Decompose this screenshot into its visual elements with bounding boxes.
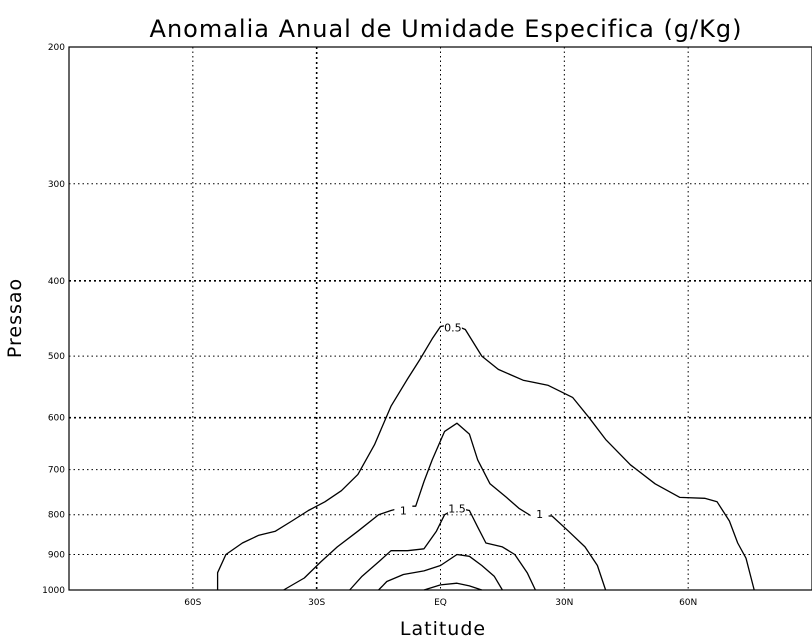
y-tick-label: 200 (48, 43, 65, 53)
y-tick-label: 500 (48, 352, 65, 362)
contour-line (378, 553, 503, 591)
contour-line (423, 582, 483, 591)
contour-label-background (530, 507, 549, 520)
contour-line (283, 422, 607, 591)
grid-layer (69, 47, 812, 590)
x-tick-label: 60N (679, 598, 697, 608)
y-tick-label: 800 (48, 511, 65, 521)
y-tick-label: 600 (48, 414, 65, 424)
x-tick-label: 30S (308, 598, 325, 608)
plot-frame (68, 46, 812, 591)
y-tick-label: 400 (48, 277, 65, 287)
contour-line (216, 323, 755, 591)
contour-label: 1 (400, 505, 407, 518)
contour-label-layer: 0.5 1 1 1.5 (394, 321, 549, 521)
x-tick-label: EQ (434, 598, 447, 608)
contour-label-background (443, 321, 462, 334)
contour-label-background (394, 504, 413, 517)
y-axis-title: Pressao (4, 278, 26, 358)
contour-label: 0.5 (444, 321, 462, 334)
x-tick-label: 60S (184, 598, 201, 608)
x-tick-label: 30N (555, 598, 573, 608)
contour-layer (216, 323, 755, 591)
tick-label-layer: 200 300 400 500 600 700 800 900 1000 60S 30S EQ 30N 6… (42, 43, 697, 608)
contour-label: 1.5 (448, 502, 466, 515)
y-tick-label: 700 (48, 466, 65, 476)
chart-title: Anomalia Anual de Umidade Especifica (g/… (150, 15, 743, 43)
contour-label-background (448, 502, 467, 515)
contour-line (349, 507, 536, 591)
x-axis-title: Latitude (400, 618, 486, 640)
y-tick-label: 900 (48, 550, 65, 560)
contour-label: 1 (536, 508, 543, 521)
y-tick-label: 300 (48, 180, 65, 190)
y-tick-label: 1000 (42, 586, 65, 596)
